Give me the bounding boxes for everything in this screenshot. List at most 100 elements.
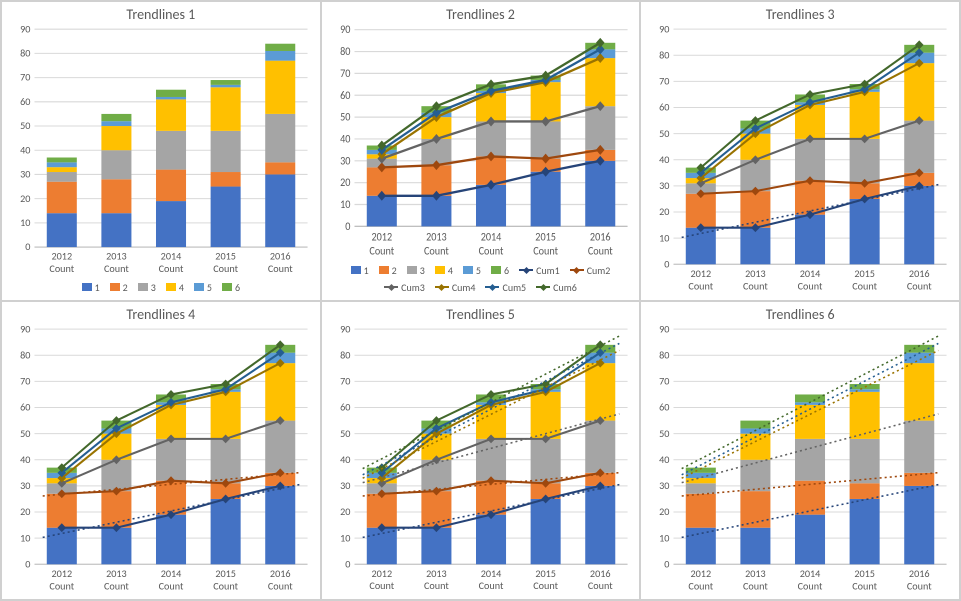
- svg-text:2012: 2012: [691, 267, 712, 280]
- svg-text:50: 50: [659, 426, 669, 439]
- legend-bar-5: 5: [194, 281, 212, 294]
- svg-text:40: 40: [659, 153, 669, 166]
- legend-label: 6: [504, 264, 509, 277]
- svg-text:80: 80: [340, 44, 351, 58]
- svg-text:2014: 2014: [161, 250, 182, 263]
- legend-bar-4: 4: [166, 281, 184, 294]
- svg-text:2015: 2015: [855, 267, 876, 280]
- legend-line-Cum1: Cum1: [519, 264, 560, 277]
- svg-text:40: 40: [340, 132, 351, 146]
- svg-text:Count: Count: [689, 279, 714, 292]
- bar-6: [850, 384, 880, 389]
- bar-2: [156, 170, 186, 201]
- svg-text:2012: 2012: [691, 566, 712, 579]
- bar-5: [686, 472, 716, 477]
- bar-3: [585, 106, 615, 150]
- bar-1: [850, 199, 880, 264]
- svg-text:50: 50: [20, 426, 30, 439]
- legend-bar-4: 4: [435, 264, 453, 277]
- chart-area: 01020304050607080902012Count2013Count201…: [328, 25, 634, 262]
- bar-2: [421, 491, 451, 528]
- legend-bar-1: 1: [82, 281, 100, 294]
- legend-bar-5: 5: [463, 264, 481, 277]
- svg-text:10: 10: [20, 216, 30, 229]
- svg-text:30: 30: [20, 167, 30, 180]
- panel-3: Trendlines 301020304050607080902012Count…: [640, 1, 960, 301]
- svg-text:Count: Count: [907, 579, 932, 592]
- legend-label: 3: [420, 264, 425, 277]
- bar-2: [101, 491, 131, 528]
- bar-2: [47, 182, 77, 213]
- svg-text:2016: 2016: [270, 566, 291, 579]
- chart-title: Trendlines 6: [647, 306, 953, 323]
- svg-text:2014: 2014: [480, 230, 501, 244]
- svg-text:70: 70: [340, 66, 351, 80]
- svg-text:Count: Count: [159, 262, 184, 275]
- panel-4: Trendlines 401020304050607080902012Count…: [1, 301, 321, 601]
- bar-3: [156, 131, 186, 170]
- bar-6: [101, 114, 131, 121]
- svg-text:Count: Count: [369, 244, 394, 258]
- bar-6: [795, 394, 825, 402]
- svg-text:2014: 2014: [480, 566, 501, 579]
- svg-text:2015: 2015: [535, 566, 556, 579]
- bar-1: [795, 514, 825, 564]
- svg-text:90: 90: [20, 325, 30, 335]
- svg-text:2016: 2016: [909, 267, 930, 280]
- svg-text:90: 90: [20, 25, 30, 35]
- bar-1: [741, 228, 771, 265]
- svg-text:0: 0: [665, 557, 670, 570]
- legend-label: 4: [448, 264, 453, 277]
- svg-text:Count: Count: [159, 579, 184, 592]
- bar-3: [850, 139, 880, 183]
- bar-4: [795, 404, 825, 438]
- svg-text:20: 20: [340, 176, 351, 190]
- legend-label: Cum2: [587, 264, 611, 277]
- bar-3: [211, 438, 241, 482]
- svg-text:60: 60: [20, 400, 30, 413]
- svg-text:70: 70: [20, 374, 30, 387]
- bar-1: [585, 485, 615, 563]
- svg-text:60: 60: [20, 95, 30, 108]
- bar-5: [850, 389, 880, 392]
- bar-6: [211, 80, 241, 85]
- bar-4: [101, 126, 131, 150]
- legend-label: 4: [179, 281, 184, 294]
- svg-text:2015: 2015: [215, 250, 236, 263]
- svg-text:2014: 2014: [800, 267, 821, 280]
- svg-text:70: 70: [659, 74, 669, 87]
- legend-bar-2: 2: [379, 264, 397, 277]
- svg-text:2012: 2012: [51, 250, 72, 263]
- svg-text:60: 60: [659, 400, 669, 413]
- svg-text:2012: 2012: [51, 566, 72, 579]
- bar-1: [585, 161, 615, 227]
- bar-2: [905, 472, 935, 485]
- bar-3: [850, 438, 880, 482]
- bar-1: [211, 187, 241, 248]
- bar-2: [850, 483, 880, 499]
- bar-1: [476, 514, 506, 564]
- bar-6: [47, 157, 77, 162]
- svg-text:20: 20: [340, 505, 350, 518]
- chart-title: Trendlines 2: [328, 6, 634, 23]
- svg-text:0: 0: [665, 257, 670, 270]
- svg-text:80: 80: [659, 48, 669, 61]
- legend-label: Cum4: [452, 281, 476, 294]
- svg-text:Count: Count: [798, 579, 823, 592]
- bar-1: [47, 527, 77, 564]
- bar-1: [156, 514, 186, 564]
- bar-4: [211, 87, 241, 131]
- svg-text:2014: 2014: [161, 566, 182, 579]
- bar-3: [156, 438, 186, 480]
- svg-text:40: 40: [340, 452, 350, 465]
- svg-text:30: 30: [340, 154, 351, 168]
- bar-4: [686, 478, 716, 483]
- chart-title: Trendlines 5: [328, 306, 634, 323]
- svg-text:2013: 2013: [106, 566, 127, 579]
- svg-text:20: 20: [20, 192, 30, 205]
- bar-2: [366, 493, 396, 527]
- legend-label: 3: [151, 281, 156, 294]
- bar-1: [850, 498, 880, 563]
- svg-text:80: 80: [659, 348, 669, 361]
- panel-6: Trendlines 601020304050607080902012Count…: [640, 301, 960, 601]
